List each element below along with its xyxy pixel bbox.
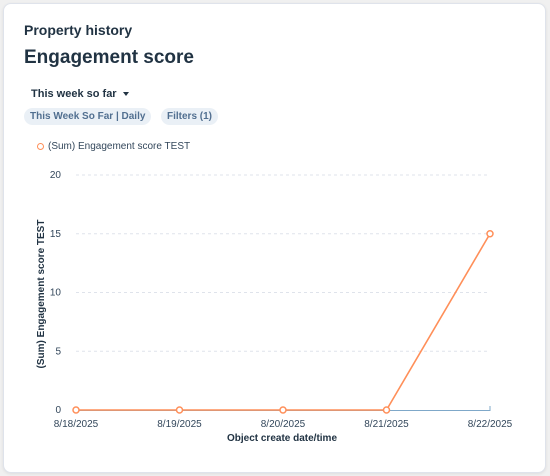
y-tick-label: 20 [50, 170, 62, 181]
legend-marker-icon [37, 143, 44, 150]
data-point[interactable] [279, 406, 287, 414]
x-tick-label: 8/22/2025 [468, 419, 513, 430]
date-range-label: This week so far [31, 88, 117, 100]
y-tick-label: 15 [50, 229, 62, 240]
x-tick-label: 8/18/2025 [54, 419, 99, 430]
page-title: Engagement score [24, 47, 194, 68]
data-point[interactable] [175, 406, 184, 414]
card-eyebrow: Property history [24, 22, 133, 38]
date-range-dropdown[interactable]: This week so far [31, 88, 129, 100]
line-chart: 0 5 10 15 20 8/18/2025 8/19/2025 8/20/2025 8/21… [36, 170, 513, 444]
x-axis-label: Object create date/time [227, 433, 337, 444]
property-history-card: Property history Engagement score This w… [3, 3, 546, 473]
series-line [76, 233, 491, 411]
filters-tag[interactable]: Filters (1) [161, 108, 219, 125]
range-tag[interactable]: This Week So Far | Daily [24, 108, 152, 125]
x-tick-label: 8/19/2025 [157, 419, 202, 430]
data-point[interactable] [72, 406, 80, 414]
y-tick-label: 5 [55, 346, 61, 357]
caret-down-icon [122, 92, 129, 96]
y-tick-label: 0 [55, 405, 61, 416]
data-point[interactable] [382, 406, 391, 414]
y-axis-label: (Sum) Engagement score TEST [36, 220, 47, 369]
x-tick-label: 8/20/2025 [261, 419, 306, 430]
legend-label: (Sum) Engagement score TEST [48, 141, 191, 152]
x-tick-label: 8/21/2025 [364, 419, 409, 430]
data-point[interactable] [486, 230, 494, 238]
chart-legend[interactable]: (Sum) Engagement score TEST [37, 141, 190, 152]
y-tick-label: 10 [50, 288, 62, 299]
